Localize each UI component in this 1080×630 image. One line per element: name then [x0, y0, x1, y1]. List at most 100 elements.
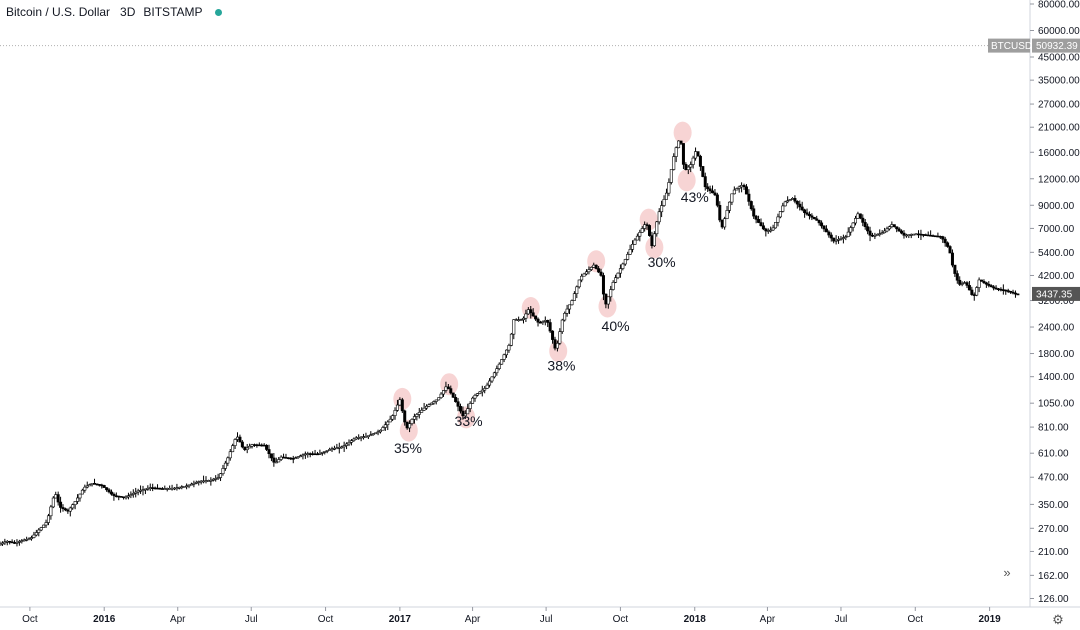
trough-highlight: [677, 169, 696, 192]
candle-body: [490, 376, 494, 382]
candle-body: [609, 289, 613, 298]
candle-body: [395, 404, 399, 411]
candle-body: [44, 522, 48, 526]
candle-body: [701, 166, 705, 177]
candle-body: [398, 399, 402, 406]
candle-body: [820, 222, 824, 227]
drawdown-label: 40%: [602, 318, 630, 334]
x-axis-ticks: Oct 2016 Apr Jul Oct 2017 Apr Jul Oct 2018 Apr Jul O…: [22, 607, 1001, 625]
candle-body: [153, 487, 157, 490]
candle-body: [599, 271, 603, 276]
candle-body: [192, 482, 196, 485]
candle-body: [163, 488, 167, 490]
candle-body: [868, 230, 872, 236]
candle-body: [214, 478, 218, 480]
candle-body: [54, 494, 58, 499]
candle-body: [870, 234, 874, 237]
candle-body: [723, 218, 727, 228]
candle-body: [345, 443, 349, 446]
candle-body: [769, 229, 773, 232]
candle-body: [837, 239, 841, 241]
candle-body: [519, 319, 523, 321]
x-tick-label: 2016: [93, 614, 116, 625]
candle-body: [391, 415, 395, 420]
candle-body: [754, 215, 758, 220]
candle-body: [536, 318, 540, 323]
drawdown-label: 43%: [681, 189, 709, 205]
candle-body: [238, 436, 242, 443]
candle-body: [921, 234, 925, 236]
candle-body: [211, 479, 215, 481]
candle-body: [122, 496, 126, 499]
candle-body: [655, 221, 659, 235]
candle-body: [97, 484, 101, 486]
candle-body: [854, 218, 858, 224]
candle-body: [61, 507, 65, 510]
candle-body: [950, 252, 954, 266]
candle-body: [20, 540, 24, 542]
candle-body: [711, 190, 715, 194]
x-tick-label: Oct: [22, 614, 38, 625]
candle-body: [1013, 292, 1017, 295]
candle-body: [919, 233, 923, 236]
candle-body: [601, 275, 605, 295]
scroll-to-realtime-button[interactable]: »: [1003, 565, 1011, 580]
candle-body: [752, 208, 756, 217]
candle-body: [895, 226, 899, 230]
y-tick-label: 1050.00: [1038, 399, 1075, 410]
candle-body: [156, 487, 160, 490]
candle-body: [565, 308, 569, 314]
settings-gear-icon[interactable]: ⚙: [1052, 612, 1064, 627]
candle-body: [580, 275, 584, 281]
x-tick-label: Oct: [908, 614, 924, 625]
candle-body: [521, 317, 525, 320]
candle-body: [747, 193, 751, 202]
candle-body: [306, 453, 310, 455]
candle-body: [185, 485, 189, 488]
candle-body: [454, 397, 458, 403]
candle-body: [296, 456, 300, 459]
candle-body: [907, 234, 911, 236]
y-tick-label: 27000.00: [1038, 100, 1080, 111]
candle-body: [446, 386, 450, 389]
candle-body: [393, 410, 397, 416]
y-tick-label: 2400.00: [1038, 323, 1075, 334]
candle-body: [158, 488, 162, 490]
candle-body: [223, 462, 227, 469]
candle-body: [357, 437, 361, 439]
x-tick-label: Apr: [170, 614, 186, 625]
candle-body: [604, 293, 608, 305]
candle-body: [102, 485, 106, 488]
candle-body: [168, 488, 172, 490]
candle-body: [143, 488, 147, 491]
y-tick-label: 3200.00: [1038, 296, 1075, 307]
candle-body: [78, 493, 82, 499]
candle-body: [177, 486, 181, 489]
candle-body: [618, 268, 622, 274]
candle-body: [788, 199, 792, 201]
candle-body: [977, 279, 981, 288]
candle-body: [202, 480, 206, 483]
candle-body: [834, 239, 838, 242]
candle-body: [257, 444, 261, 447]
x-tick-label: Jul: [245, 614, 258, 625]
interval-label[interactable]: 3D: [120, 5, 136, 19]
candle-body: [381, 427, 385, 431]
symbol-name[interactable]: Bitcoin / U.S. Dollar: [6, 5, 111, 19]
candle-body: [696, 151, 700, 157]
candle-body: [197, 481, 201, 483]
candle-body: [480, 389, 484, 393]
candle-body: [105, 487, 109, 491]
candle-body: [713, 192, 717, 196]
candle-body: [912, 233, 916, 236]
candle-body: [669, 169, 673, 183]
candle-body: [180, 486, 184, 489]
y-tick-label: 350.00: [1038, 500, 1069, 511]
candle-body: [17, 541, 21, 543]
candle-body: [863, 222, 867, 227]
candle-body: [141, 489, 145, 491]
candle-body: [902, 232, 906, 236]
candle-body: [851, 222, 855, 228]
candle-body: [301, 454, 305, 457]
